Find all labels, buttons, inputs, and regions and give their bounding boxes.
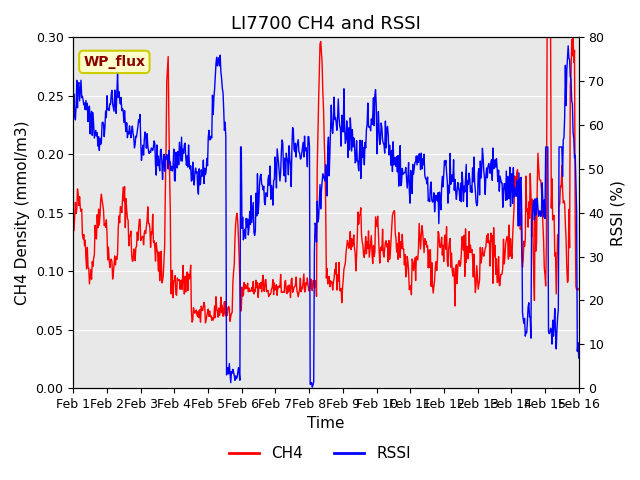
Title: LI7700 CH4 and RSSI: LI7700 CH4 and RSSI [231,15,421,33]
Y-axis label: RSSI (%): RSSI (%) [610,180,625,246]
Legend: CH4, RSSI: CH4, RSSI [223,440,417,468]
Text: WP_flux: WP_flux [83,55,145,69]
Y-axis label: CH4 Density (mmol/m3): CH4 Density (mmol/m3) [15,120,30,305]
X-axis label: Time: Time [307,417,345,432]
